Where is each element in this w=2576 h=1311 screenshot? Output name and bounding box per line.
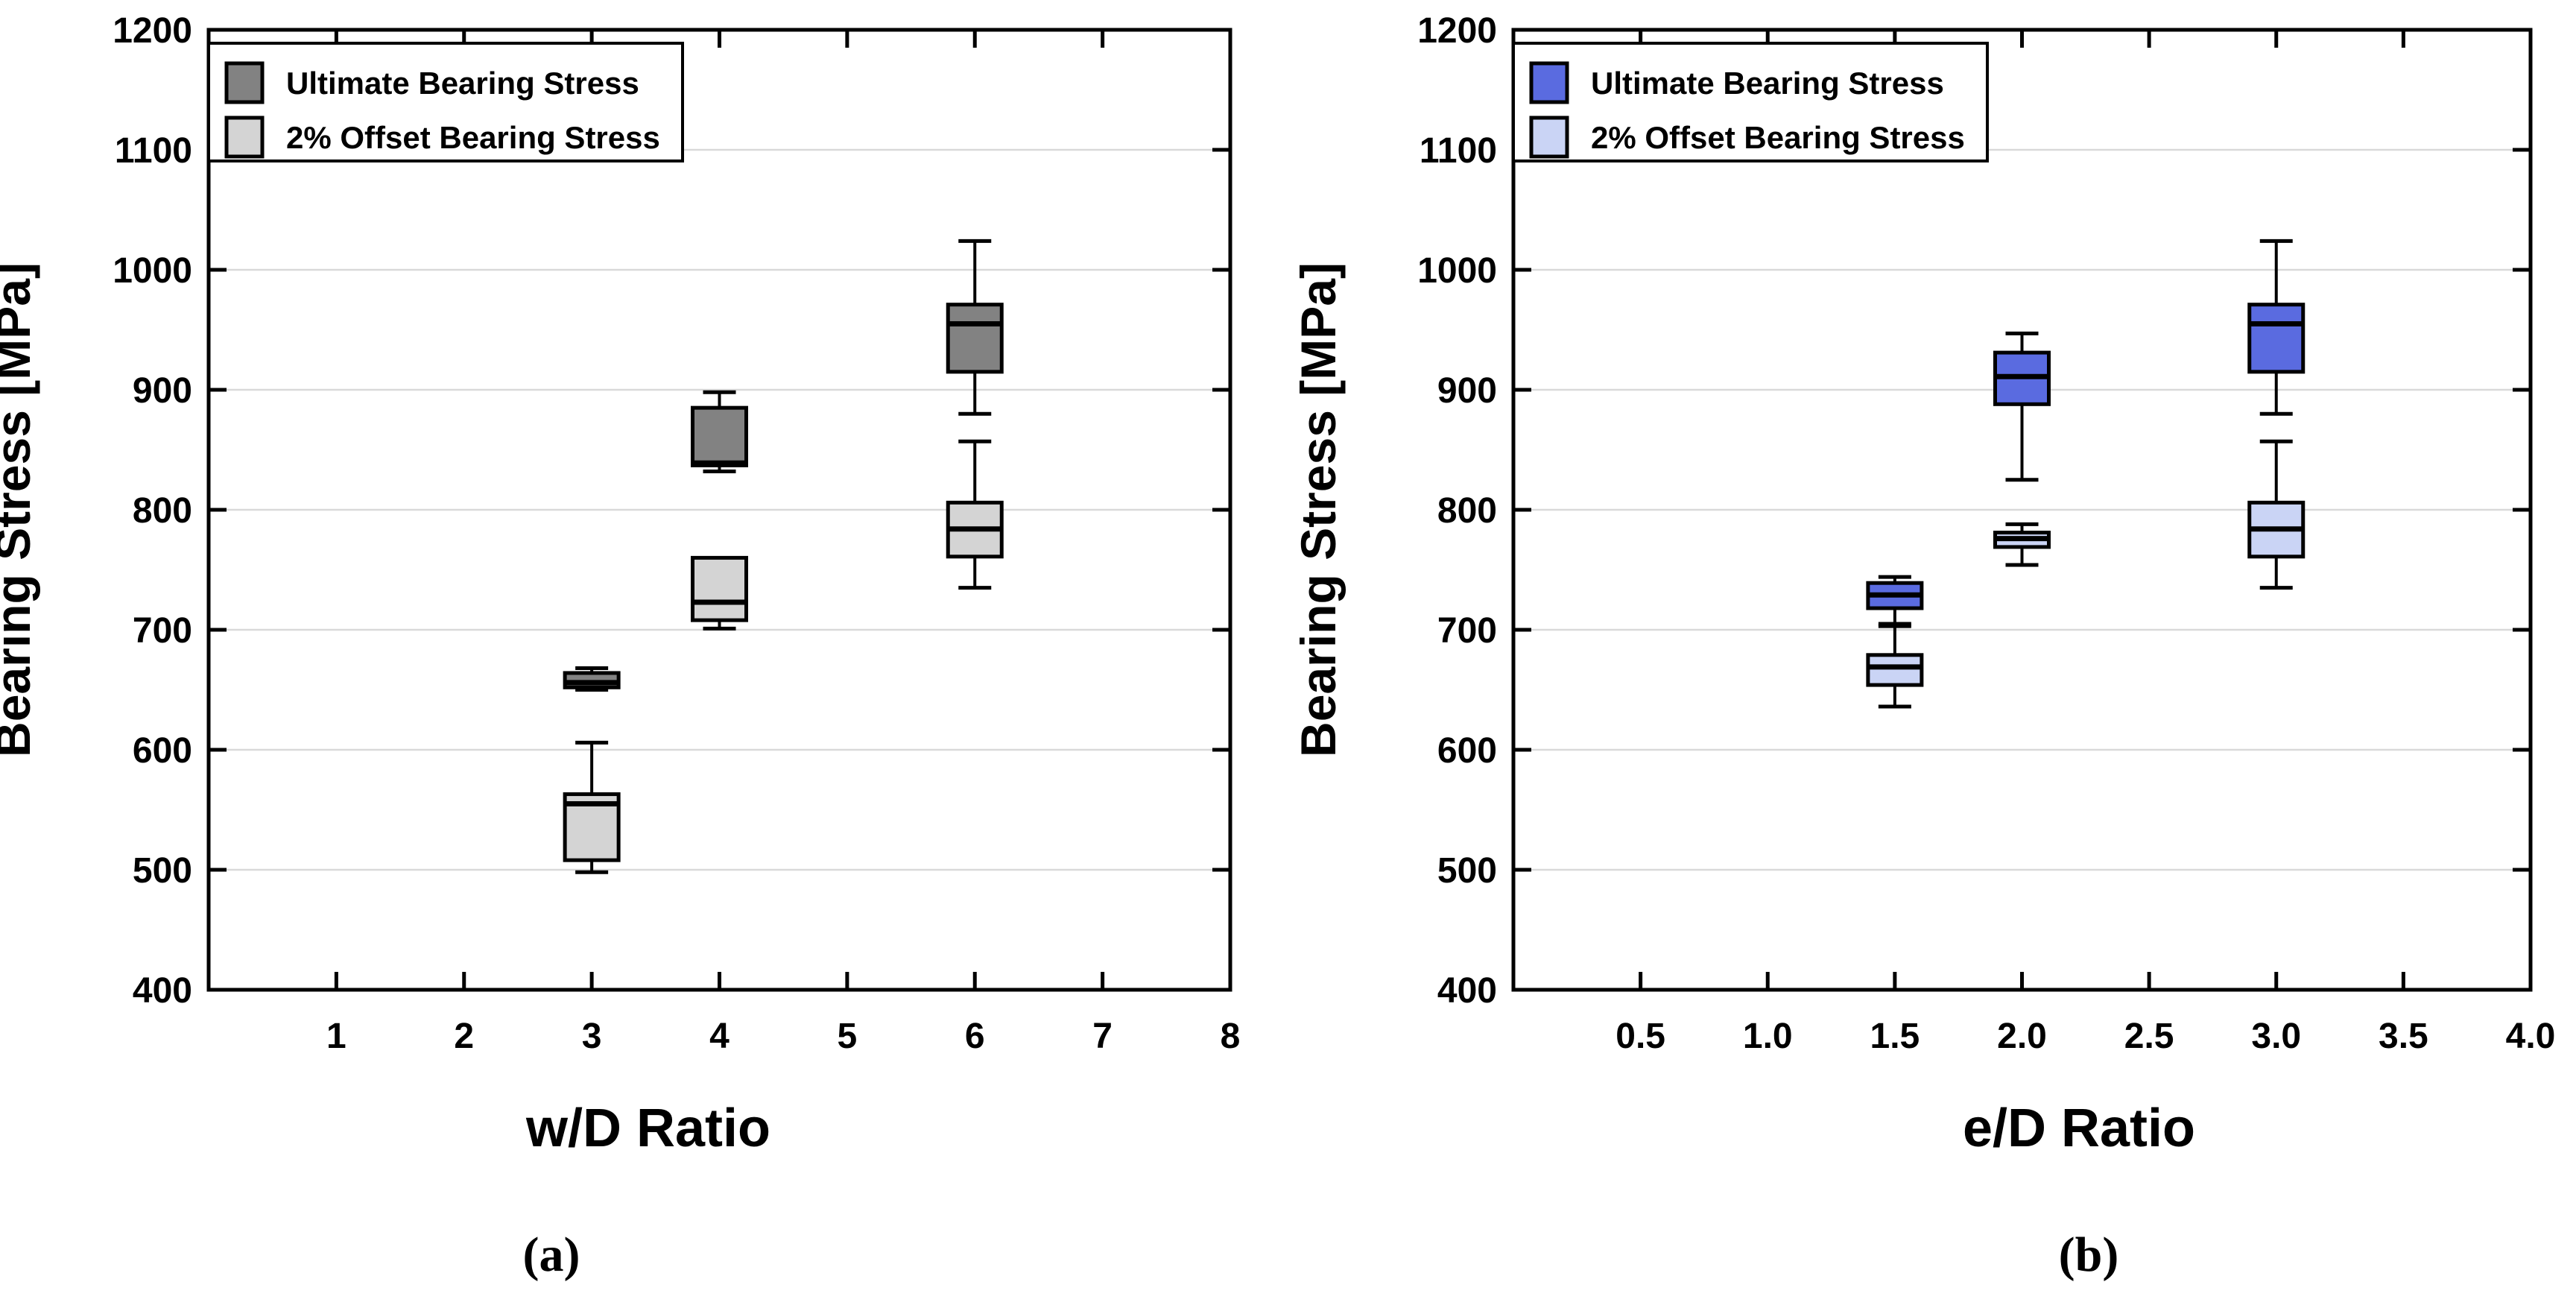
legend-label: 2% Offset Bearing Stress [286, 120, 660, 155]
legend: Ultimate Bearing Stress 2% Offset Bearing… [1512, 42, 1989, 162]
box-plot [563, 666, 621, 692]
y-tick-label: 1100 [115, 131, 192, 171]
box [2247, 303, 2306, 374]
y-tick-label: 1200 [113, 11, 192, 51]
legend: Ultimate Bearing Stress 2% Offset Bearing… [207, 42, 684, 162]
x-tick-label: 3 [582, 1017, 602, 1056]
legend-swatch [224, 61, 265, 104]
y-tick-label: 800 [133, 491, 192, 531]
panel-a: 1 2 3 4 5 6 7 8 400 500 600 700 800 900 1000 1100 1200 w/… [0, 11, 1240, 1282]
y-axis-label: Bearing Stress [MPa] [1291, 262, 1346, 757]
legend-label: 2% Offset Bearing Stress [1591, 120, 1965, 155]
box-plot [946, 439, 1004, 590]
series-offset [1866, 439, 2306, 709]
legend-box [1512, 42, 1989, 162]
x-tick-label: 7 [1092, 1017, 1113, 1056]
box-plot [1993, 522, 2051, 567]
y-tick-label: 900 [1437, 371, 1497, 411]
panel-caption: (a) [523, 1228, 580, 1282]
x-tick-label: 5 [838, 1017, 858, 1056]
y-axis-label: Bearing Stress [MPa] [0, 262, 40, 757]
x-tick-label: 1.0 [1743, 1017, 1793, 1056]
box-plot [563, 740, 621, 874]
y-tick-label: 400 [133, 971, 192, 1011]
x-tick-label: 8 [1221, 1017, 1241, 1056]
x-tick-label: 2.5 [2124, 1017, 2174, 1056]
y-tick-label: 800 [1437, 491, 1497, 531]
y-tick-label: 1100 [1420, 131, 1497, 171]
box-plot [691, 390, 748, 473]
y-tick-label: 900 [133, 371, 192, 411]
x-axis-label: w/D Ratio [525, 1099, 770, 1158]
y-tick-label: 1200 [1417, 11, 1497, 51]
box-plot [1866, 624, 1924, 709]
box [946, 303, 1004, 374]
legend-swatch [1529, 116, 1569, 159]
y-tick-label: 400 [1437, 971, 1497, 1011]
box [691, 405, 748, 467]
x-tick-label: 2 [454, 1017, 474, 1056]
y-tick-label: 700 [133, 611, 192, 651]
x-tick-label: 1.5 [1870, 1017, 1920, 1056]
x-tick-label: 4 [709, 1017, 730, 1056]
x-tick-label: 2.0 [1997, 1017, 2047, 1056]
y-tick-label: 500 [133, 851, 192, 891]
legend-label: Ultimate Bearing Stress [1591, 66, 1944, 101]
series-ultimate [563, 238, 1004, 692]
y-tick-label: 700 [1437, 611, 1497, 651]
box-plot [1866, 575, 1924, 626]
x-tick-label: 3.0 [2251, 1017, 2301, 1056]
x-tick-label: 3.5 [2379, 1017, 2428, 1056]
x-axis-label: e/D Ratio [1963, 1099, 2195, 1158]
x-tick-label: 1 [326, 1017, 346, 1056]
panel-caption: (b) [2059, 1228, 2119, 1282]
box-plot [1993, 331, 2051, 482]
x-tick-label: 6 [965, 1017, 985, 1056]
legend-swatch [1529, 61, 1569, 104]
box-plot [2247, 238, 2306, 416]
legend-swatch [224, 116, 265, 159]
box-plot [2247, 439, 2306, 590]
legend-label: Ultimate Bearing Stress [286, 66, 639, 101]
y-tick-label: 500 [1437, 851, 1497, 891]
legend-box [207, 42, 684, 162]
box-plot [691, 555, 748, 631]
y-tick-label: 1000 [1417, 251, 1497, 291]
y-tick-label: 1000 [113, 251, 192, 291]
series-ultimate [1866, 238, 2306, 626]
panel-b: 0.5 1.0 1.5 2.0 2.5 3.0 3.5 4.0 400 500 600 700 800 9… [1291, 11, 2555, 1282]
x-tick-label: 0.5 [1615, 1017, 1665, 1056]
box [691, 555, 748, 622]
series-offset [563, 439, 1004, 874]
x-tick-label: 4.0 [2506, 1017, 2556, 1056]
box-plot [946, 238, 1004, 416]
box [1866, 653, 1924, 687]
y-tick-label: 600 [1437, 731, 1497, 771]
y-tick-label: 600 [133, 731, 192, 771]
